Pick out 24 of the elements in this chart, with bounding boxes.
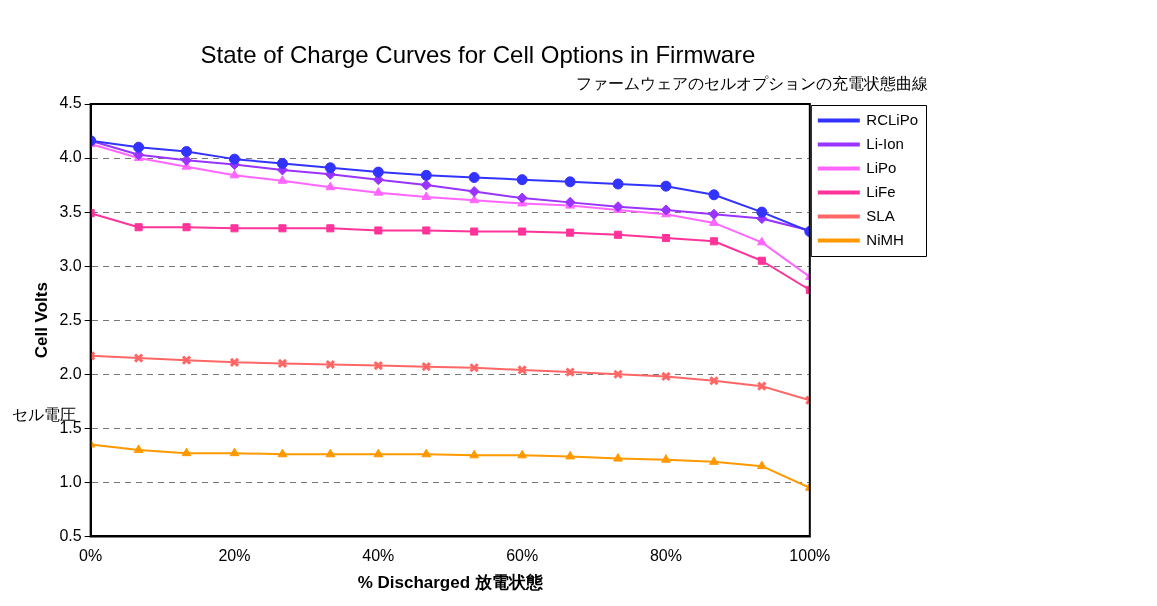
x-tick-label: 20% <box>218 547 251 565</box>
legend-label: Li-Ion <box>866 134 904 152</box>
y-tick-label: 2.0 <box>59 364 82 382</box>
legend-label: LiPo <box>866 158 897 176</box>
legend-label: RCLiPo <box>866 110 918 128</box>
legend-label: LiFe <box>866 182 896 200</box>
legend-label: NiMH <box>866 230 904 248</box>
y-axis-title: Cell Volts <box>31 282 51 359</box>
x-tick-label: 60% <box>506 547 539 565</box>
x-tick-label: 80% <box>649 547 682 565</box>
y-tick-label: 4.5 <box>59 94 82 112</box>
chart-subtitle: ファームウェアのセルオプションの充電状態曲線 <box>576 74 928 92</box>
legend-label: SLA <box>866 206 895 224</box>
chart-title: State of Charge Curves for Cell Options in Firmware <box>200 41 756 69</box>
x-tick-label: 40% <box>362 547 395 565</box>
y-tick-label: 4.0 <box>59 148 82 166</box>
y-tick-label: 3.5 <box>59 202 82 220</box>
y-tick-label: 0.5 <box>59 526 82 544</box>
y-tick-label: 1.0 <box>59 472 82 490</box>
y-tick-label: 2.5 <box>59 310 82 328</box>
x-tick-label: 100% <box>789 547 831 565</box>
x-tick-label: 0% <box>79 547 103 565</box>
x-axis-title: % Discharged 放電状態 <box>357 573 544 593</box>
y-tick-label: 3.0 <box>59 256 82 274</box>
